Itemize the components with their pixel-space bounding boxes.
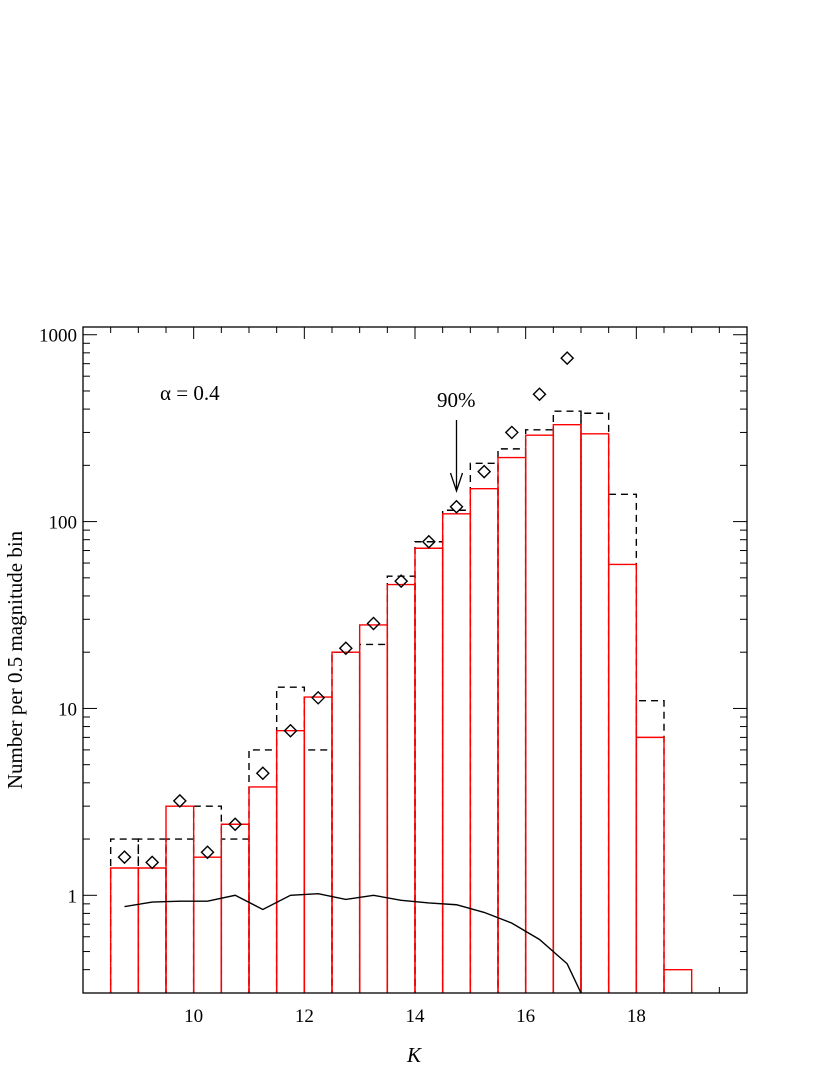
- red-bar: [414, 547, 444, 993]
- alpha-label: α = 0.4: [160, 381, 220, 405]
- y-tick-label: 1000: [39, 326, 77, 347]
- red-histogram-series: [109, 424, 693, 993]
- dashed-bar: [275, 686, 306, 993]
- dashed-bar: [192, 805, 223, 993]
- diamond-marker: [283, 723, 298, 738]
- red-bar: [192, 856, 223, 993]
- diamond-marker: [255, 766, 270, 781]
- arrow-label: 90%: [437, 388, 476, 412]
- red-bar: [248, 786, 278, 993]
- red-bar: [441, 513, 472, 993]
- y-axis-label: Number per 0.5 magnitude bin: [3, 530, 27, 789]
- x-tick-label: 14: [406, 1006, 426, 1027]
- dashed-bar: [137, 838, 167, 993]
- diamond-marker: [366, 616, 381, 631]
- diamond-marker: [560, 351, 575, 366]
- diamond-marker: [532, 387, 547, 402]
- x-tick-label: 16: [516, 1006, 535, 1027]
- y-tick-label: 100: [49, 513, 78, 534]
- dashed-bar: [607, 493, 638, 993]
- red-bar: [137, 867, 167, 993]
- solid-line-series: [124, 892, 582, 993]
- dashed-bar: [386, 575, 416, 993]
- diamond-marker: [338, 641, 353, 656]
- dashed-bar: [497, 448, 527, 993]
- completeness-arrow-annotation: 90%: [437, 388, 476, 494]
- red-bar: [552, 424, 582, 993]
- red-bar: [580, 433, 610, 993]
- dashed-bar: [524, 429, 555, 993]
- dashed-bar: [358, 643, 389, 993]
- tick-labels: 10 12 14 16 18 1 10 100 1000: [39, 326, 646, 1027]
- diamond-marker: [394, 574, 409, 589]
- diamond-marker: [145, 855, 160, 870]
- red-bar: [607, 563, 638, 993]
- diamond-marker: [172, 793, 187, 808]
- diamond-marker: [504, 425, 519, 440]
- plot-frame: [82, 326, 748, 994]
- dashed-bar: [580, 412, 610, 993]
- dashed-bar: [303, 749, 333, 993]
- diamond-marker-series: [117, 351, 575, 870]
- red-bar: [635, 736, 665, 993]
- red-bar: [331, 651, 361, 993]
- diamond-marker: [117, 850, 132, 865]
- dashed-bar: [165, 838, 195, 993]
- red-bar: [220, 823, 250, 993]
- dashed-bar: [441, 509, 472, 993]
- dashed-bar: [552, 410, 582, 993]
- red-bar: [663, 968, 693, 993]
- dashed-bar: [331, 651, 361, 993]
- red-bar: [109, 867, 140, 993]
- x-axis-label: K: [406, 1043, 422, 1067]
- diamond-marker: [228, 817, 243, 832]
- dashed-bar: [220, 838, 250, 993]
- x-tick-label: 10: [184, 1006, 203, 1027]
- dashed-bar: [635, 700, 665, 993]
- red-bar: [497, 456, 527, 993]
- red-bar: [358, 624, 389, 993]
- red-bar: [386, 583, 416, 993]
- red-bar: [524, 434, 555, 993]
- red-bar: [303, 696, 333, 993]
- arrow-icon: [449, 420, 464, 494]
- y-tick-label: 10: [58, 699, 77, 720]
- dashed-bar: [414, 541, 444, 993]
- diamond-marker: [449, 499, 464, 514]
- diamond-marker: [477, 464, 492, 479]
- red-bar: [469, 487, 499, 993]
- diamond-marker: [200, 845, 215, 860]
- line-path: [124, 892, 582, 993]
- red-bar: [275, 730, 306, 993]
- y-tick-label: 1: [68, 886, 78, 907]
- x-tick-label: 12: [295, 1006, 314, 1027]
- dashed-bar: [469, 462, 499, 993]
- x-tick-label: 18: [627, 1006, 646, 1027]
- diamond-marker: [311, 690, 326, 705]
- alpha-annotation: α = 0.4: [160, 381, 220, 405]
- diamond-marker: [421, 534, 436, 549]
